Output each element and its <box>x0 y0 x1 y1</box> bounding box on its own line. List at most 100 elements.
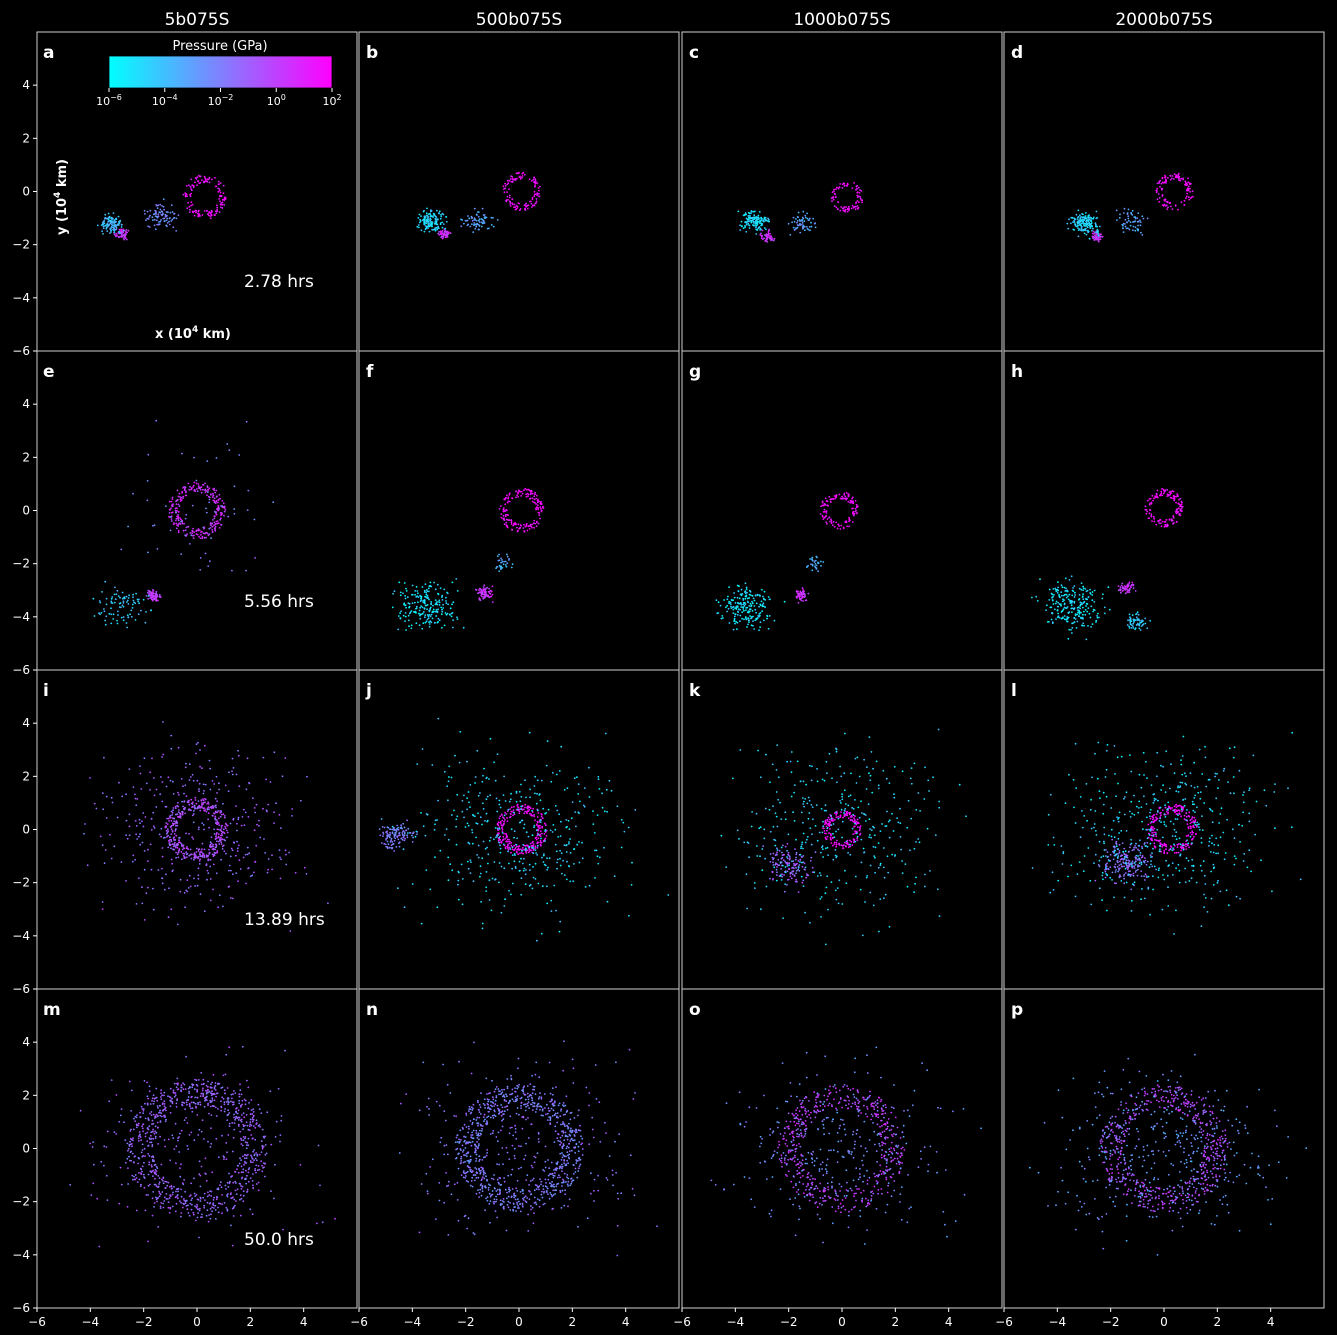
particle-point <box>213 524 215 527</box>
particle-point <box>396 824 399 827</box>
particle-point <box>431 764 434 766</box>
particle-point <box>498 828 501 830</box>
particle-point <box>101 221 104 224</box>
particle-point <box>518 202 520 205</box>
particle-point <box>1053 594 1055 596</box>
particle-point <box>1095 619 1098 622</box>
particle-point <box>743 618 745 621</box>
particle-point <box>576 843 579 846</box>
particle-point <box>541 826 543 829</box>
particle-point <box>426 614 429 616</box>
particle-point <box>424 596 427 598</box>
particle-point <box>1082 587 1085 589</box>
particle-point <box>1079 217 1082 220</box>
particle-point <box>1099 235 1102 238</box>
particle-point <box>556 861 558 864</box>
particle-point <box>1087 231 1089 234</box>
particle-point <box>201 537 204 539</box>
particle-point <box>219 497 221 500</box>
particle-point <box>518 860 521 863</box>
particle-point <box>416 590 419 592</box>
particle-point <box>186 856 188 859</box>
particle-point <box>394 837 397 840</box>
particle-point <box>206 802 209 805</box>
particle-point <box>522 869 525 872</box>
particle-point <box>810 221 812 224</box>
particle-point <box>221 201 224 204</box>
particle-point <box>165 829 168 832</box>
particle-point <box>527 207 529 210</box>
particle-point <box>170 520 173 522</box>
particle-point <box>244 853 247 856</box>
particle-point <box>186 853 188 856</box>
particle-point <box>199 749 201 751</box>
particle-point <box>747 215 750 217</box>
particle-point <box>537 841 539 844</box>
particle-point <box>515 800 518 803</box>
particle-point <box>389 833 392 836</box>
particle-point <box>223 850 226 853</box>
particle-point <box>197 867 200 870</box>
particle-point <box>608 779 611 782</box>
particle-point <box>429 609 431 611</box>
particle-point <box>207 859 210 862</box>
particle-point <box>192 185 195 187</box>
particle-point <box>1082 222 1085 225</box>
particle-point <box>254 861 256 863</box>
particle-point <box>423 599 426 601</box>
particle-point <box>583 787 586 789</box>
particle-point <box>496 822 499 825</box>
particle-point <box>390 847 393 849</box>
particle-point <box>383 842 386 845</box>
particle-point <box>507 182 510 185</box>
panel-f-particles <box>391 487 545 631</box>
particle-point <box>273 751 276 754</box>
particle-point <box>1187 181 1190 184</box>
particle-point <box>391 606 394 609</box>
particle-point <box>547 866 549 869</box>
particle-point <box>169 836 171 839</box>
particle-point <box>524 810 527 813</box>
particle-point <box>531 523 534 526</box>
particle-point <box>1136 622 1139 625</box>
particle-point <box>851 187 854 190</box>
particle-point <box>717 601 720 604</box>
particle-point <box>1073 596 1076 598</box>
particle-point <box>217 505 220 507</box>
particle-point <box>1089 225 1091 228</box>
particle-point <box>457 870 460 873</box>
particle-point <box>445 216 447 218</box>
particle-point <box>1070 575 1073 578</box>
particle-point <box>1077 606 1080 609</box>
particle-point <box>481 823 483 826</box>
particle-point <box>253 871 255 874</box>
particle-point <box>523 204 526 207</box>
particle-point <box>120 230 122 233</box>
particle-point <box>154 228 157 231</box>
particle-point <box>427 218 430 221</box>
particle-point <box>398 581 401 584</box>
particle-point <box>167 776 170 779</box>
particle-point <box>540 832 543 835</box>
particle-point <box>1070 216 1073 219</box>
particle-point <box>844 521 847 524</box>
particle-point <box>1150 513 1153 516</box>
particle-point <box>1166 495 1169 497</box>
particle-point <box>1091 591 1094 593</box>
particle-point <box>473 222 476 224</box>
particle-point <box>759 621 762 624</box>
particle-point <box>214 817 217 820</box>
particle-point <box>835 494 838 496</box>
particle-point <box>396 887 399 890</box>
particle-point <box>116 234 118 237</box>
particle-point <box>1077 224 1080 227</box>
particle-point <box>192 810 195 812</box>
particle-point <box>442 232 445 235</box>
particle-point <box>116 622 119 625</box>
particle-point <box>123 596 125 599</box>
particle-point <box>577 783 580 785</box>
particle-point <box>143 209 146 212</box>
particle-point <box>576 776 578 779</box>
particle-point <box>472 231 475 234</box>
particle-point <box>734 613 737 615</box>
